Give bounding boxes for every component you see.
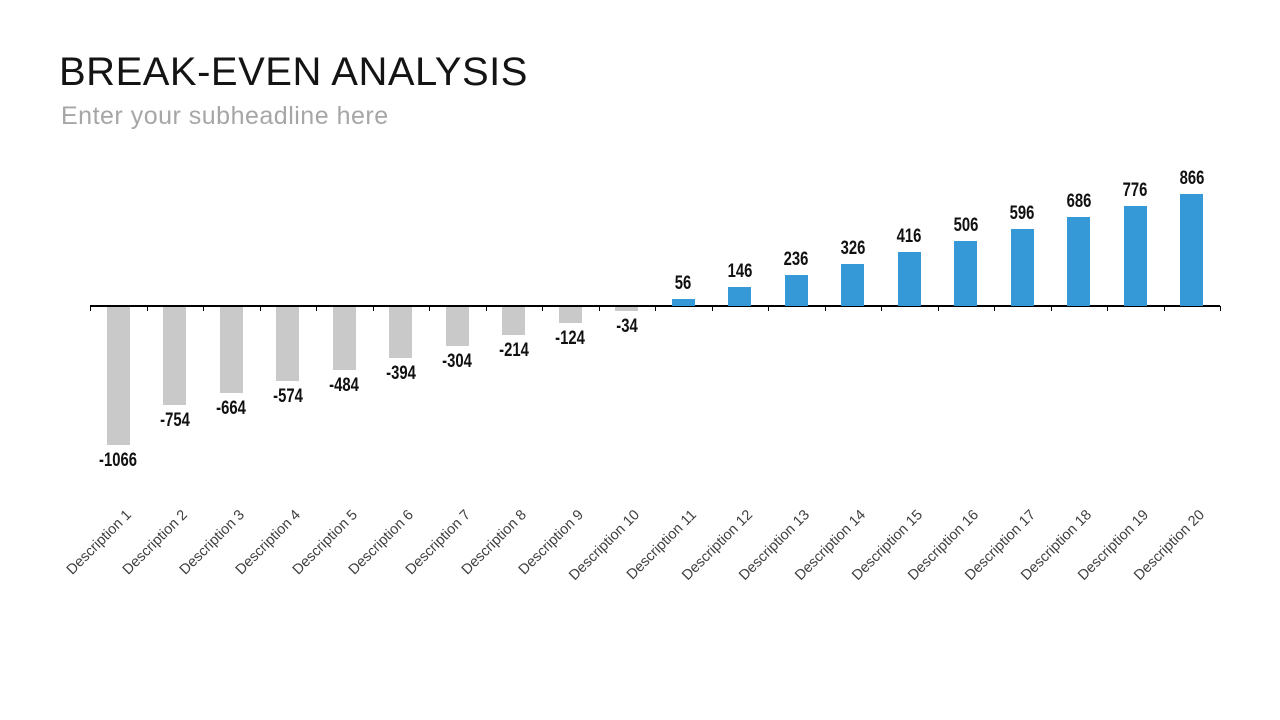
bar-value-label: -214 xyxy=(498,340,529,361)
bar xyxy=(1180,194,1204,306)
bar xyxy=(728,287,752,306)
bar xyxy=(615,307,639,311)
bar-value-label: -34 xyxy=(616,316,638,337)
bar xyxy=(502,307,526,335)
x-axis-line xyxy=(90,305,1220,307)
bar-value-label: 866 xyxy=(1179,168,1205,189)
x-axis-tick xyxy=(316,306,318,311)
bar xyxy=(1123,206,1147,306)
x-axis-tick xyxy=(542,306,544,311)
x-axis-tick xyxy=(485,306,487,311)
bar-value-label: 56 xyxy=(675,273,692,294)
bar-value-label: 596 xyxy=(1009,203,1035,224)
bar xyxy=(163,307,187,405)
slide-title: BREAK-EVEN ANALYSIS xyxy=(59,50,528,94)
x-axis-tick xyxy=(881,306,883,311)
bar xyxy=(106,307,130,445)
x-axis-tick xyxy=(429,306,431,311)
x-axis-tick xyxy=(994,306,996,311)
bar-value-label: -394 xyxy=(385,363,416,384)
bar-value-label: 776 xyxy=(1122,180,1148,201)
x-axis-tick xyxy=(259,306,261,311)
x-axis-tick xyxy=(1107,306,1109,311)
x-axis-tick xyxy=(1220,306,1222,311)
bar-value-label: 416 xyxy=(896,226,922,247)
bar-value-label: 326 xyxy=(840,238,866,259)
x-axis-tick xyxy=(598,306,600,311)
bar-value-label: -664 xyxy=(216,398,247,419)
bar xyxy=(1067,217,1091,306)
x-axis-tick xyxy=(372,306,374,311)
bar xyxy=(841,264,865,306)
x-axis-tick xyxy=(768,306,770,311)
bar xyxy=(219,307,243,393)
bar-value-label: -574 xyxy=(272,386,303,407)
x-axis-tick xyxy=(824,306,826,311)
x-axis-tick xyxy=(1050,306,1052,311)
bar xyxy=(784,275,808,306)
bar-value-label: -484 xyxy=(329,375,360,396)
x-axis-tick xyxy=(655,306,657,311)
bar-value-label: -304 xyxy=(442,351,473,372)
bar-value-label: 146 xyxy=(727,261,753,282)
bar-value-label: -124 xyxy=(555,328,586,349)
bar xyxy=(1010,229,1034,306)
bar xyxy=(389,307,413,358)
bar xyxy=(445,307,469,346)
bar xyxy=(671,299,695,306)
x-axis-tick xyxy=(146,306,148,311)
bar xyxy=(897,252,921,306)
x-axis-tick xyxy=(90,306,92,311)
x-axis-tick xyxy=(937,306,939,311)
bar-value-label: 686 xyxy=(1066,191,1092,212)
slide-subtitle: Enter your subheadline here xyxy=(61,102,389,130)
x-axis-tick xyxy=(203,306,205,311)
bar xyxy=(276,307,300,381)
bar xyxy=(954,241,978,306)
x-axis-tick xyxy=(1163,306,1165,311)
bar-value-label: -1066 xyxy=(99,450,138,471)
bar xyxy=(332,307,356,370)
bar-value-label: 506 xyxy=(953,215,979,236)
bar-value-label: 236 xyxy=(783,249,809,270)
x-axis-tick xyxy=(711,306,713,311)
bar-value-label: -754 xyxy=(159,410,190,431)
bar xyxy=(558,307,582,323)
